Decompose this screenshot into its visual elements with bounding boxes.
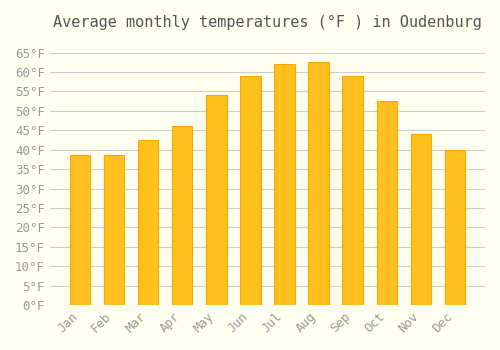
Bar [445, 150, 465, 305]
Bar [206, 95, 227, 305]
Bar [376, 101, 397, 305]
Bar [410, 134, 431, 305]
Bar [138, 140, 158, 305]
Bar [104, 155, 124, 305]
Bar [274, 64, 294, 305]
Bar [240, 76, 260, 305]
Bar [172, 126, 193, 305]
Bar [342, 76, 363, 305]
Title: Average monthly temperatures (°F ) in Oudenburg: Average monthly temperatures (°F ) in Ou… [53, 15, 482, 30]
Bar [308, 62, 329, 305]
Bar [70, 155, 90, 305]
